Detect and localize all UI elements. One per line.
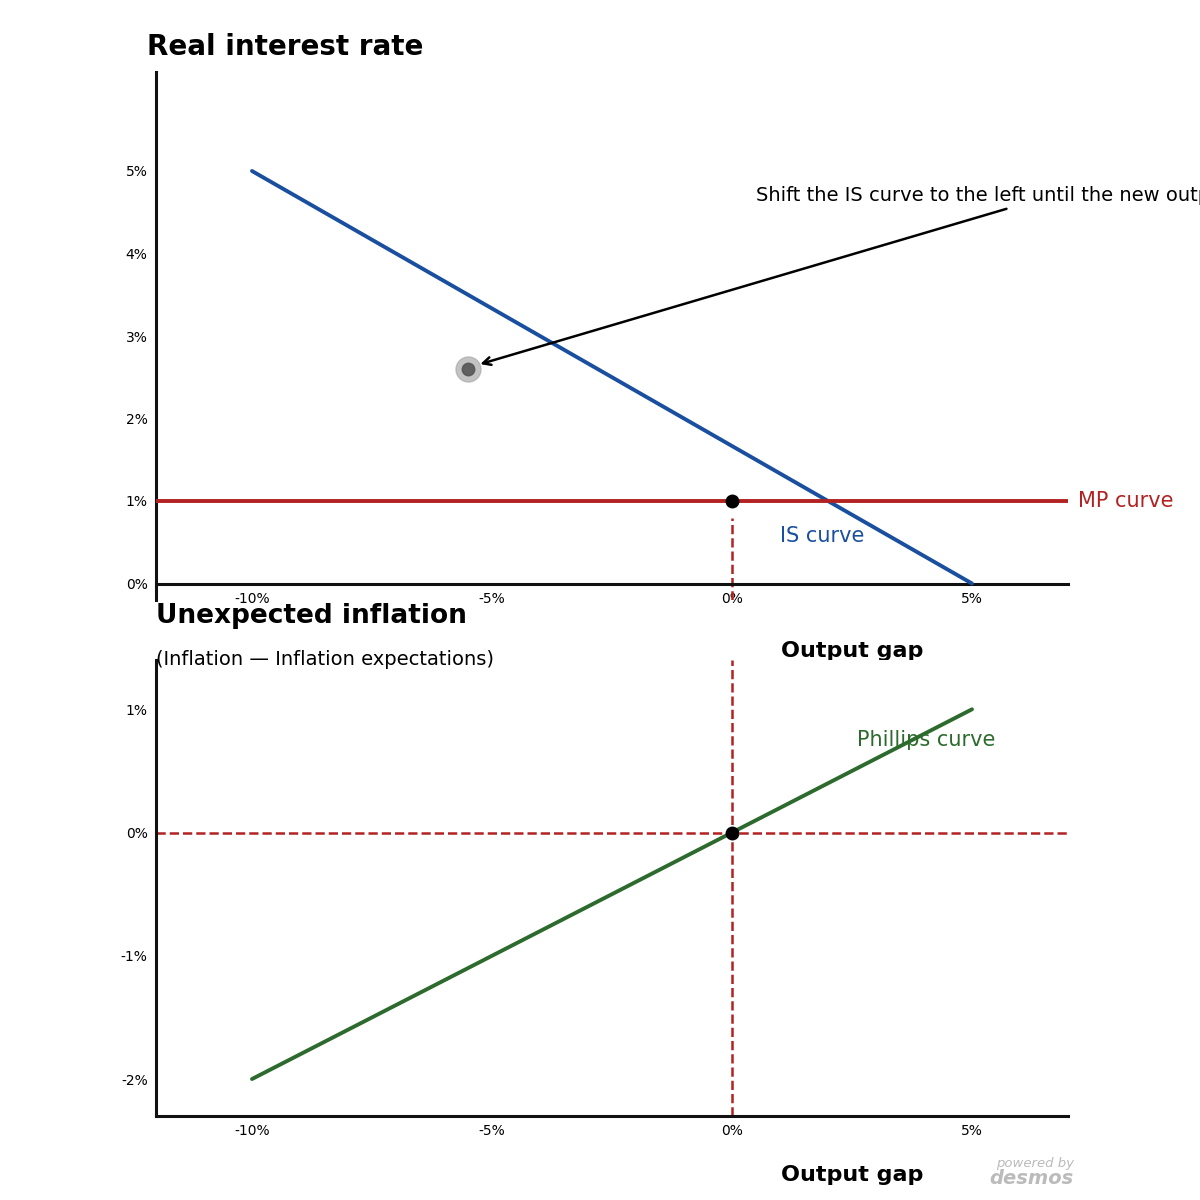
Text: Phillips curve: Phillips curve — [857, 730, 995, 750]
Text: Output gap: Output gap — [781, 1165, 923, 1186]
Text: Real interest rate: Real interest rate — [146, 34, 424, 61]
Text: (Inflation — Inflation expectations): (Inflation — Inflation expectations) — [156, 650, 494, 670]
Text: Unexpected inflation: Unexpected inflation — [156, 604, 467, 629]
Text: Shift the IS curve to the left until the new output gap is -5%.: Shift the IS curve to the left until the… — [482, 186, 1200, 365]
Text: desmos: desmos — [990, 1169, 1074, 1188]
Text: IS curve: IS curve — [780, 526, 864, 546]
Text: powered by: powered by — [996, 1157, 1074, 1170]
Text: Output gap: Output gap — [781, 641, 923, 661]
Text: MP curve: MP curve — [1078, 491, 1174, 511]
